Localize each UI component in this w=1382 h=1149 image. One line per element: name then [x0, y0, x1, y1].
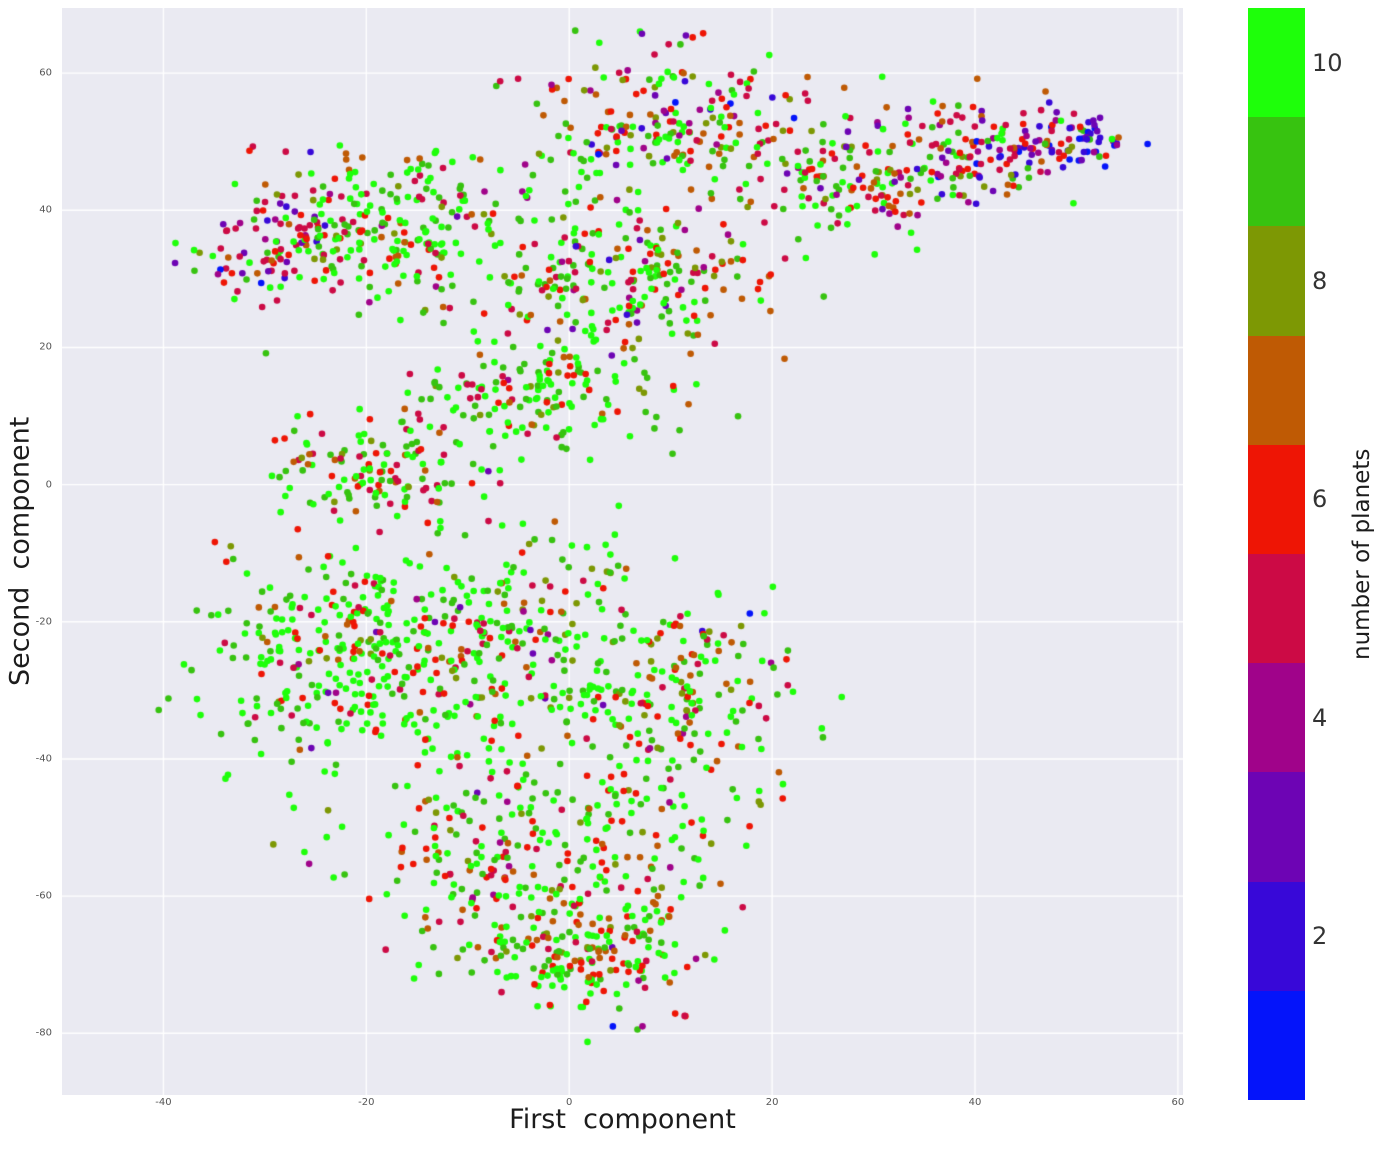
- colorbar-tick-label: 8: [1312, 267, 1328, 295]
- colorbar-band: [1248, 226, 1305, 336]
- y-tick-label: 0: [45, 479, 52, 491]
- colorbar: [1248, 8, 1305, 1101]
- x-tick-label: 0: [566, 1097, 573, 1108]
- colorbar-ticks: 2 4 6 8 10: [1312, 8, 1354, 1100]
- x-axis-label: First component: [509, 1104, 736, 1135]
- colorbar-tick-label: 4: [1312, 703, 1328, 732]
- colorbar-band: [1248, 881, 1305, 991]
- colorbar-band: [1248, 8, 1305, 118]
- x-tick-label: -20: [358, 1097, 375, 1108]
- y-tick-label: 20: [39, 341, 52, 353]
- colorbar-band: [1248, 117, 1305, 227]
- colorbar-label: number of planets: [1349, 448, 1375, 660]
- x-axis-ticks: -40 -20 0 20 40 60: [62, 1097, 1185, 1113]
- colorbar-tick-label: 10: [1312, 48, 1343, 77]
- x-tick-label: -40: [155, 1097, 172, 1108]
- y-tick-label: -60: [35, 890, 52, 902]
- y-tick-label: -20: [35, 616, 52, 628]
- colorbar-tick-label: 2: [1312, 922, 1328, 951]
- x-tick-label: 40: [968, 1097, 982, 1108]
- scatter-canvas: [62, 8, 1183, 1095]
- colorbar-tick-label: 6: [1312, 485, 1328, 514]
- colorbar-band: [1248, 772, 1305, 882]
- colorbar-band: [1248, 663, 1305, 773]
- y-tick-label: 60: [39, 67, 52, 79]
- y-axis-label: Second component: [4, 416, 36, 687]
- x-tick-label: 20: [765, 1097, 779, 1108]
- y-tick-label: -40: [35, 753, 52, 765]
- x-tick-label: 60: [1171, 1097, 1185, 1108]
- y-tick-label: 40: [39, 204, 52, 216]
- colorbar-band: [1248, 554, 1305, 664]
- y-tick-label: -80: [35, 1027, 52, 1039]
- plot-area: [62, 8, 1183, 1095]
- y-axis-ticks: 60 40 20 0 -20 -40 -60 -80: [0, 8, 56, 1095]
- colorbar-band: [1248, 990, 1305, 1101]
- colorbar-band: [1248, 444, 1305, 555]
- colorbar-band: [1248, 335, 1305, 445]
